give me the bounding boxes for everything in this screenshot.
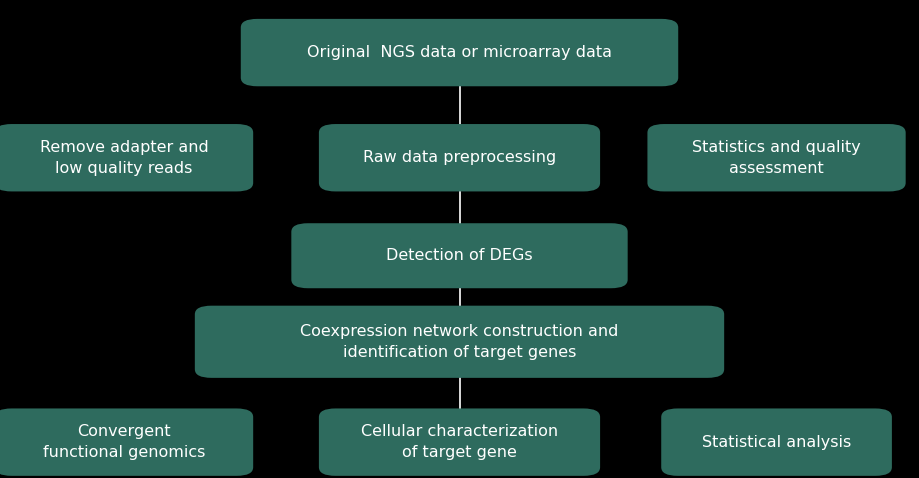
FancyBboxPatch shape: [291, 223, 628, 288]
Text: Statistics and quality
assessment: Statistics and quality assessment: [692, 140, 861, 176]
Text: Detection of DEGs: Detection of DEGs: [386, 248, 533, 263]
Text: Convergent
functional genomics: Convergent functional genomics: [43, 424, 205, 460]
Text: Original  NGS data or microarray data: Original NGS data or microarray data: [307, 45, 612, 60]
FancyBboxPatch shape: [319, 408, 600, 476]
Text: Remove adapter and
low quality reads: Remove adapter and low quality reads: [40, 140, 209, 176]
Text: Coexpression network construction and
identification of target genes: Coexpression network construction and id…: [301, 324, 618, 360]
Text: Cellular characterization
of target gene: Cellular characterization of target gene: [361, 424, 558, 460]
Text: Raw data preprocessing: Raw data preprocessing: [363, 150, 556, 165]
FancyBboxPatch shape: [195, 306, 724, 378]
FancyBboxPatch shape: [647, 124, 905, 191]
Text: Statistical analysis: Statistical analysis: [702, 435, 851, 450]
FancyBboxPatch shape: [0, 408, 253, 476]
FancyBboxPatch shape: [661, 408, 891, 476]
FancyBboxPatch shape: [241, 19, 678, 87]
FancyBboxPatch shape: [319, 124, 600, 191]
FancyBboxPatch shape: [0, 124, 253, 191]
